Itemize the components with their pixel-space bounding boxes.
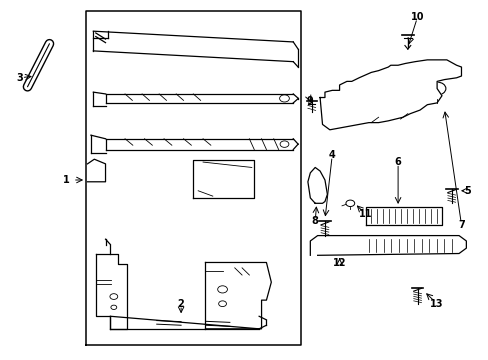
- Text: 1: 1: [63, 175, 70, 185]
- Text: 6: 6: [394, 157, 401, 167]
- Text: 3: 3: [17, 73, 23, 83]
- Text: 12: 12: [332, 258, 346, 268]
- Text: 10: 10: [410, 12, 424, 22]
- Text: 2: 2: [177, 299, 184, 309]
- Text: 7: 7: [457, 220, 464, 230]
- Text: 13: 13: [429, 299, 443, 309]
- Text: 4: 4: [328, 150, 335, 160]
- Text: 9: 9: [306, 96, 313, 106]
- Text: 11: 11: [358, 209, 371, 219]
- Polygon shape: [310, 235, 466, 255]
- Polygon shape: [87, 159, 105, 182]
- Polygon shape: [205, 262, 271, 329]
- Polygon shape: [307, 167, 327, 203]
- Polygon shape: [366, 207, 441, 225]
- Text: 8: 8: [311, 216, 318, 226]
- Polygon shape: [193, 160, 254, 198]
- Polygon shape: [320, 60, 461, 130]
- Text: 5: 5: [464, 186, 470, 196]
- Polygon shape: [96, 253, 127, 329]
